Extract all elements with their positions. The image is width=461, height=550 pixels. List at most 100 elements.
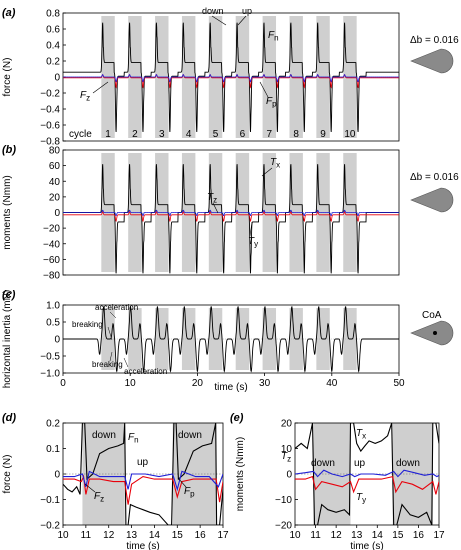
- fp-annotation-subscript: p: [190, 490, 195, 499]
- fz-annotation-subscript: z: [100, 495, 104, 504]
- panel-label: (e): [230, 412, 244, 424]
- down-stroke-shading: [172, 423, 217, 525]
- fp-annotation: Fp: [184, 486, 195, 499]
- x-axis-label: time (s): [214, 382, 247, 393]
- series-line-Ty: [63, 209, 399, 217]
- series-line-Fz: [63, 474, 223, 505]
- tx-annotation-symbol: T: [270, 157, 277, 168]
- down-label: down: [202, 6, 224, 16]
- up-label: up: [242, 6, 252, 16]
- y-tick-label: −0.1: [40, 495, 60, 506]
- y-tick-label: −0.8: [40, 137, 60, 148]
- x-tick-label: 15: [392, 530, 404, 541]
- bullet-body-shape: [410, 187, 454, 213]
- y-tick-label: 0.4: [46, 41, 60, 52]
- ty-annotation: Ty: [356, 492, 366, 505]
- x-tick-label: 16: [413, 530, 425, 541]
- down-label-2: down: [396, 458, 420, 469]
- up-label: up: [137, 457, 149, 468]
- y-axis-label: horizontal inertia (mN): [2, 290, 13, 388]
- bullet-body-shape: [410, 320, 454, 346]
- tz-annotation-subscript: z: [213, 196, 217, 205]
- series-line-Tx: [63, 164, 399, 274]
- series-line-Fn: [63, 22, 399, 133]
- tz-annotation-symbol: T: [207, 192, 214, 203]
- y-axis-label: moments (Nmm): [235, 437, 246, 511]
- inset-label: CoA: [422, 310, 442, 321]
- panel-a-force: 0.8 0.6 0.4 0.2 0 −0.2 −0.4 −0.6 −0.8 force (N) (a…: [2, 6, 459, 148]
- cycle-number: 1: [105, 129, 111, 140]
- fz-annotation-symbol: F: [80, 90, 87, 101]
- x-tick-label: 10: [125, 378, 137, 389]
- tz-annotation-subscript: z: [287, 455, 291, 464]
- x-axis-label: time (s): [350, 541, 383, 550]
- series-line-Tx: [295, 423, 439, 525]
- up-label: up: [354, 458, 366, 469]
- y-tick-label: 0.2: [46, 419, 60, 430]
- series-line-Fz: [63, 74, 399, 89]
- tz-annotation-symbol: T: [281, 451, 288, 462]
- tx-pointer: [261, 167, 273, 177]
- fn-annotation: Fn: [268, 30, 279, 43]
- fz-pointer: [92, 81, 109, 94]
- acceleration-annotation-bottom: acceleration: [124, 367, 167, 376]
- x-tick-label: 13: [351, 530, 363, 541]
- y-tick-label: −0.2: [40, 521, 60, 532]
- x-tick-label: 13: [126, 530, 138, 541]
- cycle-number: 6: [240, 129, 246, 140]
- fn-annotation-subscript: n: [274, 34, 278, 43]
- bullet-body-shape: [410, 48, 454, 74]
- y-axis-label: force (N): [2, 455, 13, 494]
- panel-label: (d): [2, 412, 16, 424]
- fn-annotation-symbol: F: [268, 30, 275, 41]
- cycle-number: 3: [159, 129, 165, 140]
- x-tick-label: 14: [372, 530, 384, 541]
- series-line-Tz: [295, 475, 439, 495]
- cycle-number: 5: [213, 129, 219, 140]
- y-tick-label: −0.6: [40, 121, 60, 132]
- panel-label: (c): [2, 289, 16, 301]
- y-tick-label: 20: [281, 419, 293, 430]
- tz-pointer: [212, 202, 219, 214]
- series-line-Tz: [63, 211, 399, 223]
- x-tick-label: 17: [217, 530, 229, 541]
- inset-label: Δb = 0.016: [410, 35, 459, 46]
- y-tick-label: 0: [54, 73, 60, 84]
- ty-annotation-subscript: y: [254, 240, 258, 249]
- series-line-Ty: [295, 469, 439, 478]
- breaking-annotation-top: breaking: [72, 320, 103, 329]
- y-tick-label: 0: [54, 335, 60, 346]
- y-tick-label: −20: [43, 224, 60, 235]
- y-tick-label: 40: [49, 177, 61, 188]
- y-tick-label: 0.8: [46, 9, 60, 20]
- series-line-Fn: [63, 423, 223, 525]
- y-tick-label: −0.4: [40, 105, 60, 116]
- breaking-pointer-bottom: [109, 351, 113, 362]
- x-tick-label: 12: [331, 530, 343, 541]
- fz-annotation: Fz: [94, 491, 104, 504]
- x-tick-label: 50: [393, 378, 405, 389]
- ty-annotation-subscript: y: [362, 496, 366, 505]
- ty-annotation-symbol: T: [356, 492, 363, 503]
- fp-pointer: [177, 477, 187, 488]
- series-group: [63, 423, 223, 525]
- cycle-number: 9: [320, 129, 326, 140]
- x-tick-label: 30: [259, 378, 271, 389]
- fz-annotation: Fz: [80, 90, 90, 103]
- panel-label: (a): [2, 7, 16, 19]
- panel-e-moments-zoom: 20 10 0 −10 −20 moments (Nmm) 10 11 12 13 14 15 16 17…: [230, 412, 445, 550]
- x-tick-label: 20: [192, 378, 204, 389]
- tx-annotation-subscript: x: [276, 161, 280, 170]
- x-tick-label: 14: [149, 530, 161, 541]
- x-axis-label: time (s): [126, 541, 159, 550]
- fn-annotation-symbol: F: [128, 432, 135, 443]
- y-tick-label: −20: [275, 521, 292, 532]
- y-tick-label: 10: [281, 444, 293, 455]
- ty-annotation: Ty: [248, 236, 258, 249]
- fp-annotation-symbol: F: [184, 486, 191, 497]
- y-tick-label: 0: [286, 470, 292, 481]
- y-tick-label: −80: [43, 271, 60, 282]
- y-tick-label: 1.0: [46, 301, 60, 312]
- down-label-2: down: [178, 430, 202, 441]
